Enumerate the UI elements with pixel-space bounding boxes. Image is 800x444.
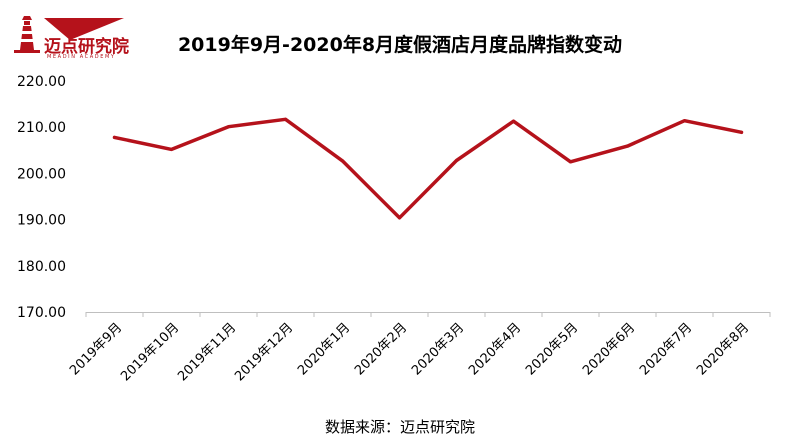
logo-subtitle: MEADIN ACADEMY bbox=[47, 54, 116, 60]
y-tick-label: 180.00 bbox=[17, 259, 66, 275]
x-tick-label: 2020年1月 bbox=[295, 320, 353, 378]
data-point bbox=[512, 119, 515, 123]
x-tick-label: 2020年8月 bbox=[694, 320, 752, 378]
x-tick-label: 2020年6月 bbox=[580, 320, 638, 378]
data-point bbox=[113, 135, 116, 139]
x-tick-label: 2019年11月 bbox=[175, 320, 239, 384]
data-point bbox=[341, 159, 344, 163]
logo: 迈点研究院 MEADIN ACADEMY bbox=[10, 10, 130, 66]
data-point bbox=[683, 119, 686, 123]
data-point bbox=[455, 158, 458, 162]
lighthouse-icon bbox=[14, 16, 40, 53]
data-point bbox=[398, 216, 401, 220]
data-point bbox=[626, 144, 629, 148]
data-point bbox=[284, 117, 287, 121]
x-tick-label: 2020年4月 bbox=[466, 320, 524, 378]
data-point bbox=[170, 147, 173, 151]
x-tick-label: 2019年10月 bbox=[118, 320, 182, 384]
y-tick-label: 190.00 bbox=[17, 213, 66, 229]
logo-swoosh bbox=[44, 18, 124, 40]
y-tick-label: 170.00 bbox=[17, 305, 66, 321]
y-tick-label: 220.00 bbox=[17, 74, 66, 90]
x-tick-label: 2020年7月 bbox=[637, 320, 695, 378]
data-point bbox=[569, 160, 572, 164]
series-line bbox=[112, 117, 744, 220]
x-tick-label: 2019年12月 bbox=[232, 320, 296, 384]
logo-name: 迈点研究院 bbox=[44, 37, 129, 57]
data-point bbox=[740, 130, 743, 134]
x-tick-label: 2020年5月 bbox=[523, 320, 581, 378]
x-tick-label: 2020年3月 bbox=[409, 320, 467, 378]
data-source: 数据来源：迈点研究院 bbox=[324, 418, 475, 436]
y-tick-label: 200.00 bbox=[17, 166, 66, 182]
y-tick-label: 210.00 bbox=[17, 120, 66, 136]
data-point bbox=[227, 125, 230, 129]
x-tick-label: 2019年9月 bbox=[67, 320, 125, 378]
x-tick-label: 2020年2月 bbox=[352, 320, 410, 378]
chart-title: 2019年9月-2020年8月度假酒店月度品牌指数变动 bbox=[177, 34, 623, 56]
